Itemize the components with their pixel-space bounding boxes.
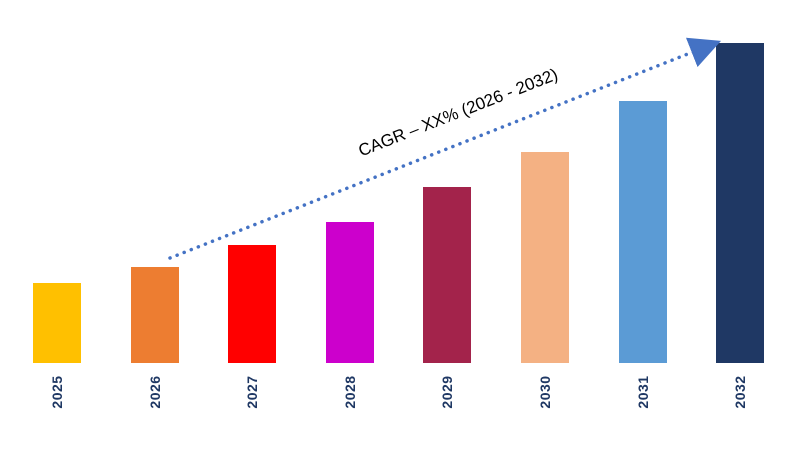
bar-label-2031: 2031 xyxy=(634,375,651,409)
bar-2026 xyxy=(130,267,179,363)
bar-label-2030: 2030 xyxy=(537,375,553,409)
bar-2030 xyxy=(521,151,569,363)
bar-label-2032: 2032 xyxy=(732,375,749,409)
bar-2027 xyxy=(228,244,277,363)
bar-label-2027: 2027 xyxy=(244,375,261,409)
bar-2028 xyxy=(325,222,374,363)
cagr-annotation: CAGR – XX% (2026 - 2032) xyxy=(355,64,561,161)
bar-2029 xyxy=(423,187,472,363)
bar-label-2026: 2026 xyxy=(146,375,163,409)
bar-2032 xyxy=(716,43,765,363)
bar-label-2025: 2025 xyxy=(49,375,65,409)
bar-label-2028: 2028 xyxy=(341,375,358,409)
bar-label-2029: 2029 xyxy=(439,375,456,409)
bar-2025 xyxy=(33,283,81,363)
bar-2031 xyxy=(618,100,667,363)
